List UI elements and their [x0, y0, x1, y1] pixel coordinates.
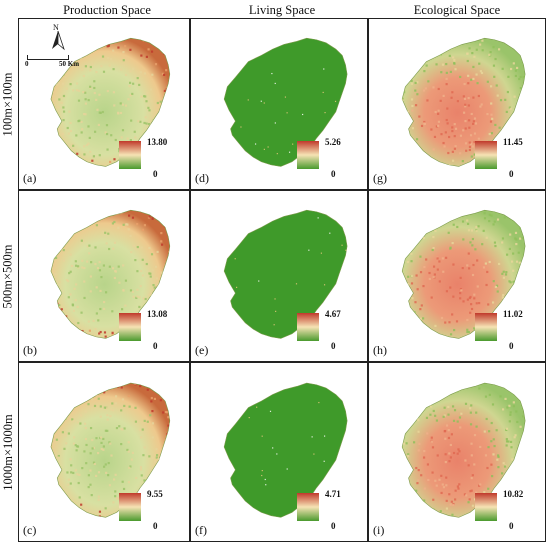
island-shape — [50, 382, 171, 518]
map-panel-b: 13.08 0 (b) — [18, 190, 190, 362]
legend-gradient-bar — [475, 313, 497, 341]
island-shape — [401, 37, 526, 167]
legend-max-value: 10.82 — [503, 489, 524, 499]
legend-min-value: 0 — [331, 169, 336, 179]
island-map — [223, 382, 348, 518]
map-panel-a: 13.80 0 (a) N 0 50 Km — [18, 18, 190, 190]
island-shape — [401, 382, 526, 518]
scale-fifty-label: 50 Km — [59, 60, 80, 68]
legend-max-value: 13.08 — [147, 309, 168, 319]
map-panel-d: 5.26 0 (d) — [190, 18, 368, 190]
color-legend: 9.55 0 — [119, 489, 181, 531]
color-legend: 13.08 0 — [119, 309, 181, 351]
color-legend: 11.45 0 — [475, 137, 537, 179]
legend-max-value: 11.02 — [503, 309, 523, 319]
panel-label: (h) — [373, 343, 387, 357]
color-legend: 13.80 0 — [119, 137, 181, 179]
panel-label: (c) — [23, 523, 37, 537]
color-legend: 10.82 0 — [475, 489, 537, 531]
legend-min-value: 0 — [331, 521, 336, 531]
legend-min-value: 0 — [509, 169, 514, 179]
island-map — [401, 37, 526, 167]
panel-label: (f) — [195, 523, 207, 537]
island-map — [223, 37, 348, 167]
legend-gradient-bar — [297, 313, 319, 341]
column-header-living: Living Space — [248, 3, 316, 17]
legend-gradient-bar — [297, 493, 319, 521]
map-panel-e: 4.67 0 (e) — [190, 190, 368, 362]
legend-gradient-bar — [119, 313, 141, 341]
island-map — [223, 209, 348, 339]
map-panel-i: 10.82 0 (i) — [368, 362, 546, 542]
legend-max-value: 4.71 — [325, 489, 341, 499]
scale-zero-label: 0 — [25, 60, 29, 68]
north-arrow-icon: N — [49, 23, 67, 51]
island-map — [50, 382, 171, 518]
row-label-1000m-text: 1000m×1000m — [0, 413, 15, 491]
legend-max-value: 11.45 — [503, 137, 523, 147]
color-legend: 11.02 0 — [475, 309, 537, 351]
column-header-ecological: Ecological Space — [413, 3, 501, 17]
island-map — [50, 209, 171, 339]
panel-label: (a) — [23, 171, 37, 185]
color-legend: 4.71 0 — [297, 489, 359, 531]
island-shape — [50, 37, 171, 167]
island-map — [401, 209, 526, 339]
panel-label: (b) — [23, 343, 37, 357]
island-map — [401, 382, 526, 518]
row-label-100m: 100m×100m — [0, 18, 16, 190]
scale-bar: 0 50 Km — [25, 53, 97, 69]
island-map — [50, 37, 171, 167]
legend-max-value: 5.26 — [325, 137, 341, 147]
legend-gradient-bar — [475, 141, 497, 169]
legend-gradient-bar — [119, 141, 141, 169]
legend-max-value: 13.80 — [147, 137, 168, 147]
map-panel-f: 4.71 0 (f) — [190, 362, 368, 542]
scale-bar-line — [27, 55, 69, 60]
panel-label: (e) — [195, 343, 209, 357]
panel-label: (d) — [195, 171, 209, 185]
legend-gradient-bar — [119, 493, 141, 521]
island-shape — [223, 37, 348, 167]
panel-label: (g) — [373, 171, 387, 185]
legend-min-value: 0 — [153, 341, 158, 351]
island-shape — [223, 382, 348, 518]
map-panel-h: 11.02 0 (h) — [368, 190, 546, 362]
row-label-500m: 500m×500m — [0, 190, 16, 362]
color-legend: 5.26 0 — [297, 137, 359, 179]
legend-gradient-bar — [297, 141, 319, 169]
map-panel-g: 11.45 0 (g) — [368, 18, 546, 190]
row-label-100m-text: 100m×100m — [0, 72, 15, 136]
legend-min-value: 0 — [153, 521, 158, 531]
panel-label: (i) — [373, 523, 385, 537]
north-label: N — [53, 23, 59, 32]
map-panel-c: 9.55 0 (c) — [18, 362, 190, 542]
legend-min-value: 0 — [509, 521, 514, 531]
legend-max-value: 9.55 — [147, 489, 163, 499]
row-label-1000m: 1000m×1000m — [0, 362, 16, 542]
legend-min-value: 0 — [331, 341, 336, 351]
legend-min-value: 0 — [509, 341, 514, 351]
legend-min-value: 0 — [153, 169, 158, 179]
island-shape — [223, 209, 348, 339]
legend-max-value: 4.67 — [325, 309, 341, 319]
raster-texture — [50, 383, 170, 518]
color-legend: 4.67 0 — [297, 309, 359, 351]
row-label-500m-text: 500m×500m — [0, 244, 15, 308]
legend-gradient-bar — [475, 493, 497, 521]
column-header-production: Production Space — [63, 3, 151, 17]
